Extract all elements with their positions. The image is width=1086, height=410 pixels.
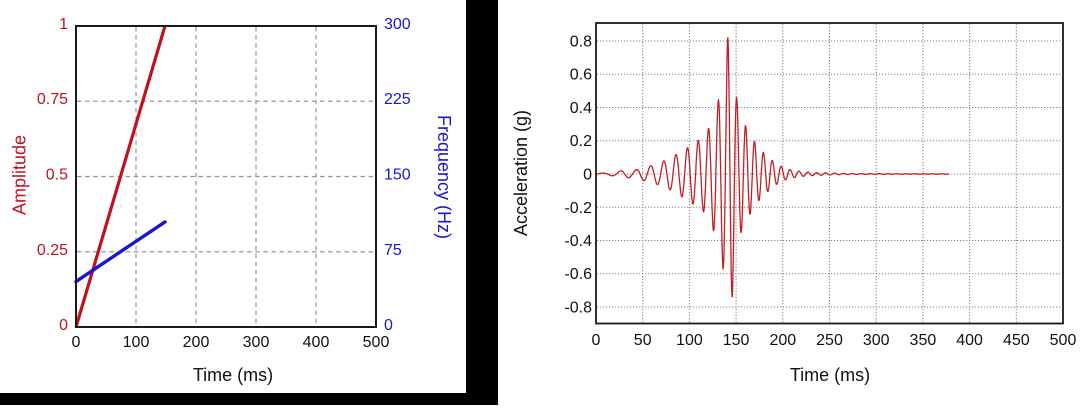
svg-text:0.8: 0.8 [570, 34, 592, 51]
svg-text:200: 200 [769, 332, 796, 349]
svg-text:400: 400 [956, 332, 983, 349]
svg-text:350: 350 [910, 332, 937, 349]
svg-text:Amplitude: Amplitude [10, 135, 30, 215]
svg-text:400: 400 [303, 334, 330, 351]
svg-text:225: 225 [384, 91, 411, 108]
svg-text:0.6: 0.6 [570, 67, 592, 84]
svg-text:0: 0 [59, 317, 68, 334]
svg-text:-0.6: -0.6 [564, 266, 592, 283]
svg-text:0: 0 [384, 317, 393, 334]
svg-text:200: 200 [183, 334, 210, 351]
svg-text:0: 0 [592, 332, 601, 349]
svg-text:250: 250 [816, 332, 843, 349]
svg-text:Time (ms): Time (ms) [790, 365, 870, 385]
svg-text:1: 1 [59, 16, 68, 33]
svg-text:50: 50 [634, 332, 652, 349]
svg-text:300: 300 [243, 334, 270, 351]
svg-text:300: 300 [863, 332, 890, 349]
svg-text:0: 0 [72, 334, 81, 351]
svg-text:100: 100 [676, 332, 703, 349]
svg-text:Time (ms): Time (ms) [193, 365, 273, 385]
svg-text:100: 100 [123, 334, 150, 351]
svg-text:0.2: 0.2 [570, 133, 592, 150]
svg-text:-0.8: -0.8 [564, 300, 592, 317]
svg-text:500: 500 [363, 334, 390, 351]
svg-text:-0.4: -0.4 [564, 233, 592, 250]
svg-text:0.25: 0.25 [37, 242, 68, 259]
svg-text:-0.2: -0.2 [564, 200, 592, 217]
svg-text:150: 150 [723, 332, 750, 349]
svg-text:450: 450 [1003, 332, 1030, 349]
svg-text:0.4: 0.4 [570, 100, 592, 117]
svg-text:Frequency (Hz): Frequency (Hz) [434, 115, 454, 239]
svg-text:0.5: 0.5 [46, 167, 68, 184]
svg-text:500: 500 [1050, 332, 1077, 349]
svg-text:150: 150 [384, 167, 411, 184]
svg-text:Acceleration (g): Acceleration (g) [511, 110, 531, 236]
svg-text:75: 75 [384, 242, 402, 259]
svg-text:0.75: 0.75 [37, 91, 68, 108]
svg-text:0: 0 [583, 167, 592, 184]
svg-text:300: 300 [384, 16, 411, 33]
